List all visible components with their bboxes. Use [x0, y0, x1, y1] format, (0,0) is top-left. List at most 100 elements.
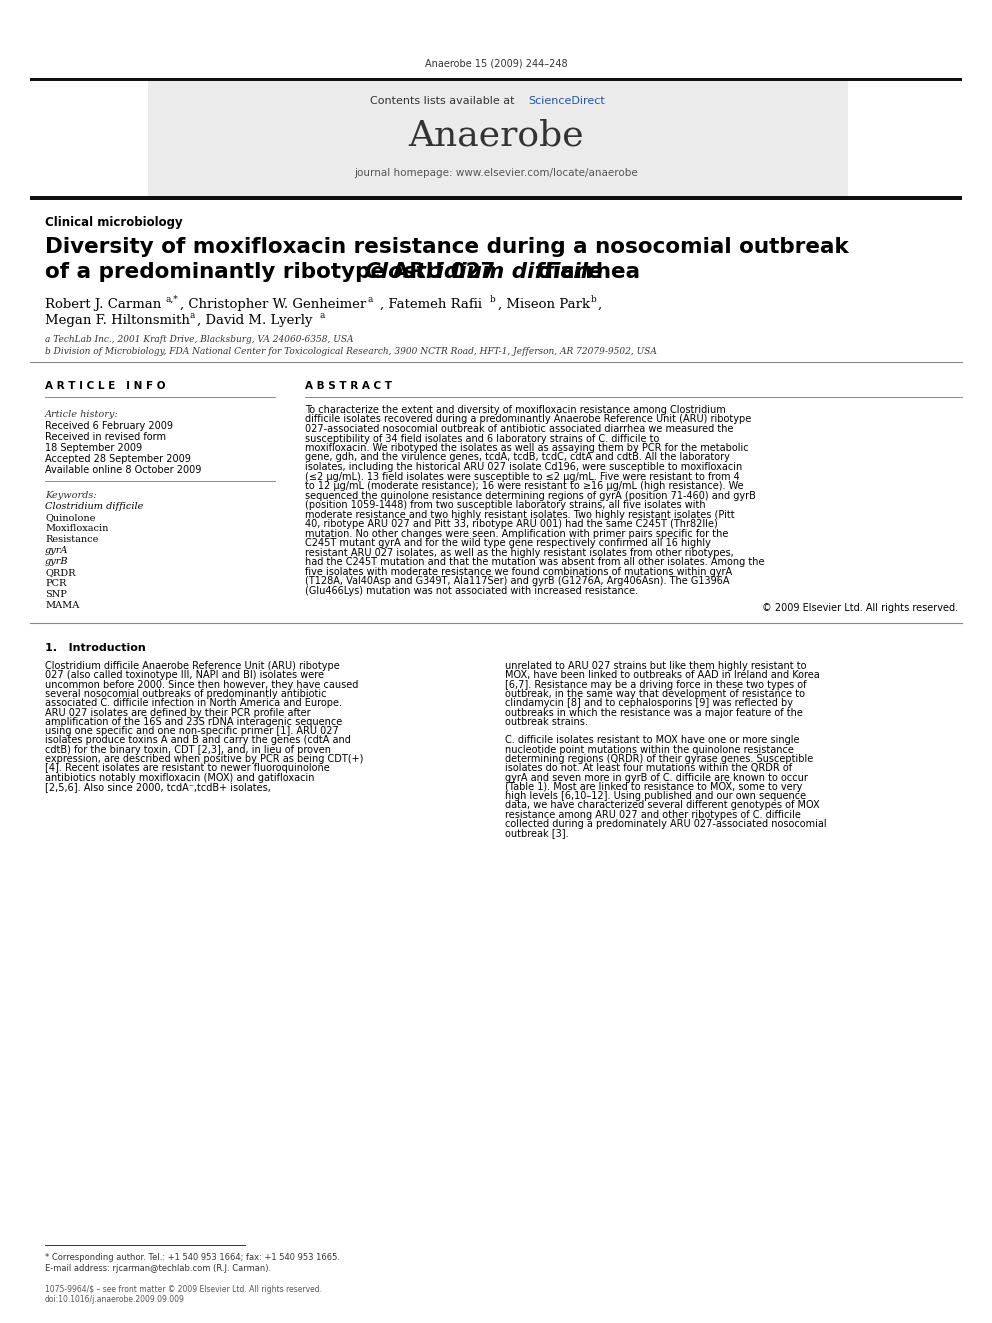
Text: nucleotide point mutations within the quinolone resistance: nucleotide point mutations within the qu… — [505, 745, 794, 754]
Text: 027-associated nosocomial outbreak of antibiotic associated diarrhea we measured: 027-associated nosocomial outbreak of an… — [305, 423, 733, 434]
Text: amplification of the 16S and 23S rDNA interagenic sequence: amplification of the 16S and 23S rDNA in… — [45, 717, 342, 726]
Text: several nosocomial outbreaks of predominantly antibiotic: several nosocomial outbreaks of predomin… — [45, 689, 326, 699]
Bar — [148, 81, 848, 196]
Text: A B S T R A C T: A B S T R A C T — [305, 381, 392, 392]
Text: Article history:: Article history: — [45, 410, 119, 419]
Text: diarrhea: diarrhea — [530, 262, 640, 282]
Text: journal homepage: www.elsevier.com/locate/anaerobe: journal homepage: www.elsevier.com/locat… — [354, 168, 638, 179]
Text: A R T I C L E   I N F O: A R T I C L E I N F O — [45, 381, 166, 392]
Text: Accepted 28 September 2009: Accepted 28 September 2009 — [45, 454, 190, 464]
Text: resistant ARU 027 isolates, as well as the highly resistant isolates from other : resistant ARU 027 isolates, as well as t… — [305, 548, 734, 557]
Text: (T128A, Val40Asp and G349T, Ala117Ser) and gyrB (G1276A, Arg406Asn). The G1396A: (T128A, Val40Asp and G349T, Ala117Ser) a… — [305, 576, 729, 586]
Text: Anaerobe 15 (2009) 244–248: Anaerobe 15 (2009) 244–248 — [425, 58, 567, 67]
Text: SNP: SNP — [45, 590, 66, 599]
Text: gyrA and seven more in gyrB of C. difficile are known to occur: gyrA and seven more in gyrB of C. diffic… — [505, 773, 807, 783]
Text: C. difficile isolates resistant to MOX have one or more single: C. difficile isolates resistant to MOX h… — [505, 736, 800, 745]
Text: difficile isolates recovered during a predominantly Anaerobe Reference Unit (ARU: difficile isolates recovered during a pr… — [305, 414, 751, 425]
Text: MAMA: MAMA — [45, 601, 79, 610]
Text: cdtB) for the binary toxin, CDT [2,3], and, in lieu of proven: cdtB) for the binary toxin, CDT [2,3], a… — [45, 745, 331, 754]
Text: 027 (also called toxinotype III, NAPI and BI) isolates were: 027 (also called toxinotype III, NAPI an… — [45, 671, 324, 680]
Text: , Miseon Park: , Miseon Park — [498, 298, 590, 311]
Text: isolates do not. At least four mutations within the QRDR of: isolates do not. At least four mutations… — [505, 763, 793, 774]
Text: moderate resistance and two highly resistant isolates. Two highly resistant isol: moderate resistance and two highly resis… — [305, 509, 735, 520]
Text: isolates produce toxins A and B and carry the genes (cdtA and: isolates produce toxins A and B and carr… — [45, 736, 351, 745]
Text: a TechLab Inc., 2001 Kraft Drive, Blacksburg, VA 24060-6358, USA: a TechLab Inc., 2001 Kraft Drive, Blacks… — [45, 335, 353, 344]
Text: data, we have characterized several different genotypes of MOX: data, we have characterized several diff… — [505, 800, 819, 811]
Text: unrelated to ARU 027 strains but like them highly resistant to: unrelated to ARU 027 strains but like th… — [505, 662, 806, 671]
Text: Megan F. Hiltonsmith: Megan F. Hiltonsmith — [45, 314, 189, 327]
Text: MOX, have been linked to outbreaks of AAD in Ireland and Korea: MOX, have been linked to outbreaks of AA… — [505, 671, 819, 680]
Text: 1075-9964/$ – see front matter © 2009 Elsevier Ltd. All rights reserved.: 1075-9964/$ – see front matter © 2009 El… — [45, 1285, 322, 1294]
Text: Diversity of moxifloxacin resistance during a nosocomial outbreak: Diversity of moxifloxacin resistance dur… — [45, 237, 849, 257]
Text: five isolates with moderate resistance we found combinations of mutations within: five isolates with moderate resistance w… — [305, 566, 732, 577]
Text: a: a — [190, 311, 195, 320]
Text: Robert J. Carman: Robert J. Carman — [45, 298, 162, 311]
Text: Clostridium difficile: Clostridium difficile — [365, 262, 603, 282]
Text: 18 September 2009: 18 September 2009 — [45, 443, 142, 452]
Bar — [30, 78, 962, 81]
Text: b: b — [490, 295, 496, 304]
Text: [2,5,6]. Also since 2000, tcdA⁻,tcdB+ isolates,: [2,5,6]. Also since 2000, tcdA⁻,tcdB+ is… — [45, 782, 271, 792]
Text: Available online 8 October 2009: Available online 8 October 2009 — [45, 464, 201, 475]
Text: (Glu466Lys) mutation was not associated with increased resistance.: (Glu466Lys) mutation was not associated … — [305, 586, 638, 595]
Text: expression, are described when positive by PCR as being CDT(+): expression, are described when positive … — [45, 754, 363, 763]
Text: sequenced the quinolone resistance determining regions of gyrA (position 71-460): sequenced the quinolone resistance deter… — [305, 491, 756, 500]
Text: gyrB: gyrB — [45, 557, 68, 566]
Text: , David M. Lyerly: , David M. Lyerly — [197, 314, 312, 327]
Text: ARU 027 isolates are defined by their PCR profile after: ARU 027 isolates are defined by their PC… — [45, 708, 310, 717]
Text: doi:10.1016/j.anaerobe.2009.09.009: doi:10.1016/j.anaerobe.2009.09.009 — [45, 1295, 185, 1304]
Text: using one specific and one non-specific primer [1]. ARU 027: using one specific and one non-specific … — [45, 726, 338, 736]
Bar — [30, 196, 962, 200]
Text: isolates, including the historical ARU 027 isolate Cd196, were susceptible to mo: isolates, including the historical ARU 0… — [305, 462, 742, 472]
Text: a: a — [319, 311, 324, 320]
Text: ScienceDirect: ScienceDirect — [528, 97, 605, 106]
Text: [4]. Recent isolates are resistant to newer fluoroquinolone: [4]. Recent isolates are resistant to ne… — [45, 763, 329, 774]
Text: 40, ribotype ARU 027 and Pitt 33, ribotype ARU 001) had the same C245T (Thr82Ile: 40, ribotype ARU 027 and Pitt 33, riboty… — [305, 519, 718, 529]
Text: , Fatemeh Rafii: , Fatemeh Rafii — [380, 298, 482, 311]
Text: Keywords:: Keywords: — [45, 491, 96, 500]
Text: b Division of Microbiology, FDA National Center for Toxicological Research, 3900: b Division of Microbiology, FDA National… — [45, 347, 657, 356]
Text: C245T mutant gyrA and for the wild type gene respectively confirmed all 16 highl: C245T mutant gyrA and for the wild type … — [305, 538, 711, 548]
Text: Contents lists available at: Contents lists available at — [370, 97, 518, 106]
Text: determining regions (QRDR) of their gyrase genes. Susceptible: determining regions (QRDR) of their gyra… — [505, 754, 813, 763]
Text: Clinical microbiology: Clinical microbiology — [45, 216, 183, 229]
Text: to 12 μg/mL (moderate resistance); 16 were resistant to ≥16 μg/mL (high resistan: to 12 μg/mL (moderate resistance); 16 we… — [305, 482, 744, 491]
Text: Clostridium difficile: Clostridium difficile — [45, 501, 144, 511]
Text: associated C. difficile infection in North America and Europe.: associated C. difficile infection in Nor… — [45, 699, 342, 708]
Text: E-mail address: rjcarman@techlab.com (R.J. Carman).: E-mail address: rjcarman@techlab.com (R.… — [45, 1263, 271, 1273]
Text: Resistance: Resistance — [45, 534, 98, 544]
Text: gyrA: gyrA — [45, 546, 68, 556]
Text: (Table 1). Most are linked to resistance to MOX, some to very: (Table 1). Most are linked to resistance… — [505, 782, 803, 792]
Text: outbreak strains.: outbreak strains. — [505, 717, 588, 726]
Text: of a predominantly ribotype ARU 027: of a predominantly ribotype ARU 027 — [45, 262, 503, 282]
Text: * Corresponding author. Tel.: +1 540 953 1664; fax: +1 540 953 1665.: * Corresponding author. Tel.: +1 540 953… — [45, 1253, 340, 1262]
Text: antibiotics notably moxifloxacin (MOX) and gatifloxacin: antibiotics notably moxifloxacin (MOX) a… — [45, 773, 314, 783]
Text: Clostridium difficile Anaerobe Reference Unit (ARU) ribotype: Clostridium difficile Anaerobe Reference… — [45, 662, 339, 671]
Text: (≤2 μg/mL). 13 field isolates were susceptible to ≤2 μg/mL. Five were resistant : (≤2 μg/mL). 13 field isolates were susce… — [305, 471, 740, 482]
Text: Quinolone: Quinolone — [45, 513, 95, 523]
Text: outbreak, in the same way that development of resistance to: outbreak, in the same way that developme… — [505, 689, 805, 699]
Text: Received in revised form: Received in revised form — [45, 433, 166, 442]
Text: [6,7]. Resistance may be a driving force in these two types of: [6,7]. Resistance may be a driving force… — [505, 680, 806, 689]
Text: (position 1059-1448) from two susceptible laboratory strains, all five isolates : (position 1059-1448) from two susceptibl… — [305, 500, 705, 509]
Text: © 2009 Elsevier Ltd. All rights reserved.: © 2009 Elsevier Ltd. All rights reserved… — [762, 603, 958, 613]
Text: collected during a predominately ARU 027-associated nosocomial: collected during a predominately ARU 027… — [505, 819, 826, 830]
Text: a: a — [368, 295, 373, 304]
Text: outbreaks in which the resistance was a major feature of the: outbreaks in which the resistance was a … — [505, 708, 803, 717]
Text: 1.   Introduction: 1. Introduction — [45, 643, 146, 654]
Text: gene, gdh, and the virulence genes, tcdA, tcdB, tcdC, cdtA and cdtB. All the lab: gene, gdh, and the virulence genes, tcdA… — [305, 452, 730, 463]
Text: , Christopher W. Genheimer: , Christopher W. Genheimer — [180, 298, 366, 311]
Text: Received 6 February 2009: Received 6 February 2009 — [45, 421, 173, 431]
Text: To characterize the extent and diversity of moxifloxacin resistance among Clostr: To characterize the extent and diversity… — [305, 405, 726, 415]
Text: mutation. No other changes were seen. Amplification with primer pairs specific f: mutation. No other changes were seen. Am… — [305, 528, 728, 538]
Text: high levels [6,10–12]. Using published and our own sequence: high levels [6,10–12]. Using published a… — [505, 791, 806, 802]
Text: b: b — [591, 295, 597, 304]
Text: outbreak [3].: outbreak [3]. — [505, 828, 568, 839]
Text: clindamycin [8] and to cephalosporins [9] was reflected by: clindamycin [8] and to cephalosporins [9… — [505, 699, 793, 708]
Text: moxifloxacin. We ribotyped the isolates as well as assaying them by PCR for the : moxifloxacin. We ribotyped the isolates … — [305, 443, 749, 452]
Text: Moxifloxacin: Moxifloxacin — [45, 524, 108, 533]
Text: PCR: PCR — [45, 579, 66, 587]
Text: Anaerobe: Anaerobe — [408, 118, 584, 152]
Text: uncommon before 2000. Since then however, they have caused: uncommon before 2000. Since then however… — [45, 680, 358, 689]
Text: resistance among ARU 027 and other ribotypes of C. difficile: resistance among ARU 027 and other ribot… — [505, 810, 801, 820]
